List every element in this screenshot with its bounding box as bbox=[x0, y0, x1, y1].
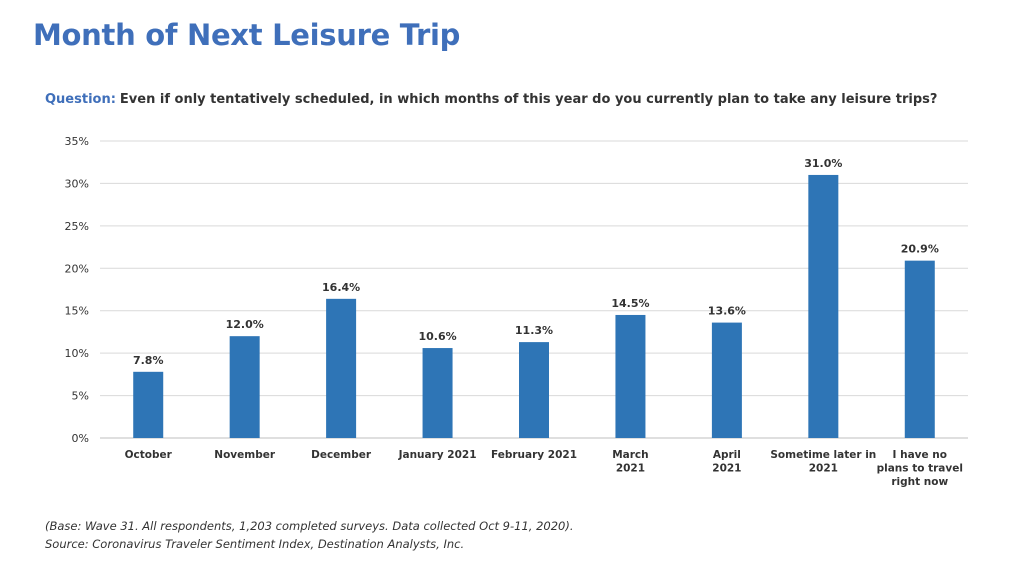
bar bbox=[519, 342, 549, 438]
question: Question: Even if only tentatively schedu… bbox=[45, 92, 937, 107]
x-tick-label: October bbox=[125, 449, 173, 461]
x-tick-label: February 2021 bbox=[491, 449, 577, 461]
question-text: Even if only tentatively scheduled, in w… bbox=[119, 92, 938, 107]
data-label: 13.6% bbox=[708, 305, 746, 318]
y-tick-label: 25% bbox=[65, 220, 89, 233]
bar bbox=[711, 322, 742, 438]
y-tick-label: 0% bbox=[72, 432, 89, 445]
y-tick-label: 5% bbox=[72, 390, 89, 403]
data-label: 14.5% bbox=[611, 297, 649, 310]
data-label: 12.0% bbox=[226, 318, 264, 331]
y-tick-label: 20% bbox=[65, 262, 89, 275]
data-label: 7.8% bbox=[133, 354, 164, 367]
data-label: 10.6% bbox=[418, 330, 456, 343]
x-tick-label: January 2021 bbox=[398, 449, 477, 461]
bar bbox=[133, 371, 164, 438]
x-tick-label: Sometime later in 2021 bbox=[770, 449, 876, 475]
data-label: 20.9% bbox=[901, 243, 939, 256]
x-tick-label: April 2021 bbox=[712, 449, 741, 475]
bar bbox=[615, 314, 646, 438]
chart-container: 0% 5% 10% 15% 20% 25% 30% 35% 7.8% October 12.0% No… bbox=[65, 135, 968, 488]
bar bbox=[326, 298, 357, 438]
data-label: 11.3% bbox=[515, 324, 553, 337]
x-tick-label: I have no plans to travel right now bbox=[877, 449, 963, 488]
x-tick-label: November bbox=[214, 449, 276, 461]
bar bbox=[904, 260, 935, 438]
x-tick-label: March 2021 bbox=[612, 449, 648, 475]
footnote: (Base: Wave 31. All respondents, 1,203 c… bbox=[45, 517, 574, 553]
y-tick-label: 15% bbox=[65, 305, 89, 318]
footnote-base: (Base: Wave 31. All respondents, 1,203 c… bbox=[45, 519, 574, 533]
footnote-source: Source: Coronavirus Traveler Sentiment I… bbox=[45, 537, 465, 551]
x-tick-label: December bbox=[311, 449, 372, 461]
bar-chart: 0% 5% 10% 15% 20% 25% 30% 35% 7.8% October 12.0% No… bbox=[65, 135, 968, 488]
y-tick-label: 30% bbox=[65, 177, 89, 190]
data-label: 31.0% bbox=[804, 157, 842, 170]
bar bbox=[422, 348, 453, 438]
data-label: 16.4% bbox=[322, 281, 360, 294]
y-tick-label: 35% bbox=[65, 135, 89, 148]
page-title: Month of Next Leisure Trip bbox=[33, 18, 461, 52]
bar bbox=[808, 174, 839, 438]
bar bbox=[229, 336, 260, 438]
question-label: Question: bbox=[45, 92, 116, 107]
y-tick-label: 10% bbox=[65, 347, 89, 360]
